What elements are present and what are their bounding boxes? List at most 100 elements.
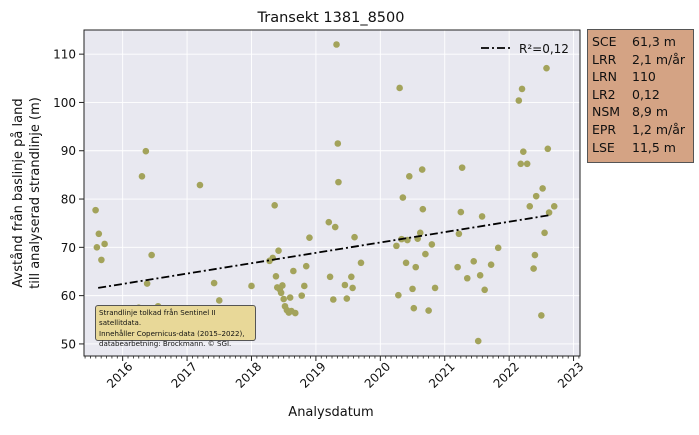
stat-row-sce: SCE 61,3 m (592, 33, 689, 51)
data-point (290, 267, 297, 275)
data-point (520, 148, 527, 156)
data-point (301, 282, 308, 290)
data-point (306, 234, 313, 241)
y-axis-label: Avstånd från baslinje på land till analy… (11, 97, 43, 289)
data-point (396, 84, 403, 92)
x-tick-label: 2018 (233, 359, 264, 390)
data-point (331, 223, 339, 231)
stat-row-lse: LSE 11,5 m (592, 139, 689, 157)
trend-line-group (98, 214, 552, 289)
data-point (329, 296, 337, 303)
y-tick-label: 80 (61, 193, 76, 207)
legend-label: R²=0,12 (519, 42, 569, 56)
data-point (474, 337, 482, 345)
x-tick-label: 2016 (104, 359, 135, 390)
stat-row-lrn: LRN 110 (592, 68, 689, 86)
data-point (271, 202, 278, 209)
data-point (418, 166, 426, 173)
stat-key: EPR (592, 121, 617, 137)
y-axis-label-line-1: Avstånd från baslinje på land (11, 98, 26, 287)
data-point (280, 295, 287, 303)
data-point (425, 307, 432, 314)
trend-line (98, 214, 552, 289)
stat-value: 1,2 m/år (632, 121, 686, 137)
data-point (95, 230, 103, 238)
stat-key: LRR (592, 51, 617, 67)
y-tick-label: 110 (53, 48, 76, 62)
data-point (478, 213, 486, 220)
data-point (532, 192, 540, 200)
data-point (393, 242, 400, 250)
data-point (348, 273, 355, 281)
data-point (409, 285, 416, 293)
data-point (302, 262, 310, 270)
data-point (539, 185, 546, 192)
stat-value: 61,3 m (632, 34, 676, 49)
data-point (517, 160, 525, 168)
legend: R²=0,12 (481, 42, 569, 56)
data-point (523, 160, 531, 168)
data-point (457, 208, 465, 216)
data-point (326, 273, 334, 281)
data-point (550, 202, 558, 210)
stat-row-epr: EPR 1,2 m/år (592, 121, 689, 139)
stat-key: LR2 (592, 86, 616, 102)
data-point (298, 292, 306, 299)
data-point (272, 273, 280, 280)
data-point (494, 244, 502, 252)
data-point (277, 289, 285, 297)
data-point (341, 281, 349, 289)
data-point (325, 218, 333, 226)
y-tick-label: 60 (61, 289, 76, 303)
data-point (248, 282, 255, 290)
x-tick-label: 2023 (555, 359, 586, 390)
data-point (518, 85, 526, 93)
data-point (215, 297, 223, 304)
stat-value: 110 (632, 69, 656, 85)
data-point (98, 256, 105, 264)
data-point (428, 241, 436, 248)
data-point (402, 259, 410, 267)
stat-row-lrr: LRR 2,1 m/år (592, 51, 689, 69)
data-point (544, 145, 552, 153)
data-point (334, 140, 342, 147)
data-point (142, 147, 150, 155)
x-tick-label: 2019 (297, 359, 328, 390)
stat-key: NSM (592, 104, 621, 120)
data-point (526, 202, 534, 210)
data-point (333, 41, 340, 48)
grid-lines (84, 30, 580, 356)
stat-value: 2,1 m/år (632, 51, 686, 67)
data-point (101, 240, 108, 248)
x-tick-label: 2022 (491, 359, 522, 390)
data-point (416, 229, 424, 237)
data-point (530, 265, 537, 272)
data-point (543, 64, 550, 72)
data-point (286, 294, 294, 301)
stat-key: LSE (592, 139, 615, 155)
data-point (210, 279, 218, 287)
data-point (196, 181, 204, 189)
data-point (138, 173, 146, 180)
x-axis-label: Analysdatum (288, 405, 373, 420)
stat-row-lr2: LR2 0,12 (592, 86, 689, 104)
data-point (545, 209, 553, 216)
stat-value: 8,9 m (632, 104, 669, 120)
data-point (279, 282, 286, 289)
data-point (148, 251, 155, 259)
data-points (92, 41, 558, 345)
data-point (515, 97, 523, 104)
data-point (454, 263, 461, 271)
data-point (351, 233, 358, 241)
y-tick-label: 50 (61, 337, 76, 351)
data-point (349, 284, 356, 292)
data-point (357, 259, 365, 267)
plot-frame (83, 29, 581, 357)
data-point (481, 286, 488, 294)
data-point (487, 261, 495, 269)
data-point (343, 295, 351, 302)
data-point (93, 244, 101, 251)
stat-key: SCE (592, 34, 617, 49)
y-axis-label-line-2: till analyserad strandlinje (m) (28, 97, 43, 289)
